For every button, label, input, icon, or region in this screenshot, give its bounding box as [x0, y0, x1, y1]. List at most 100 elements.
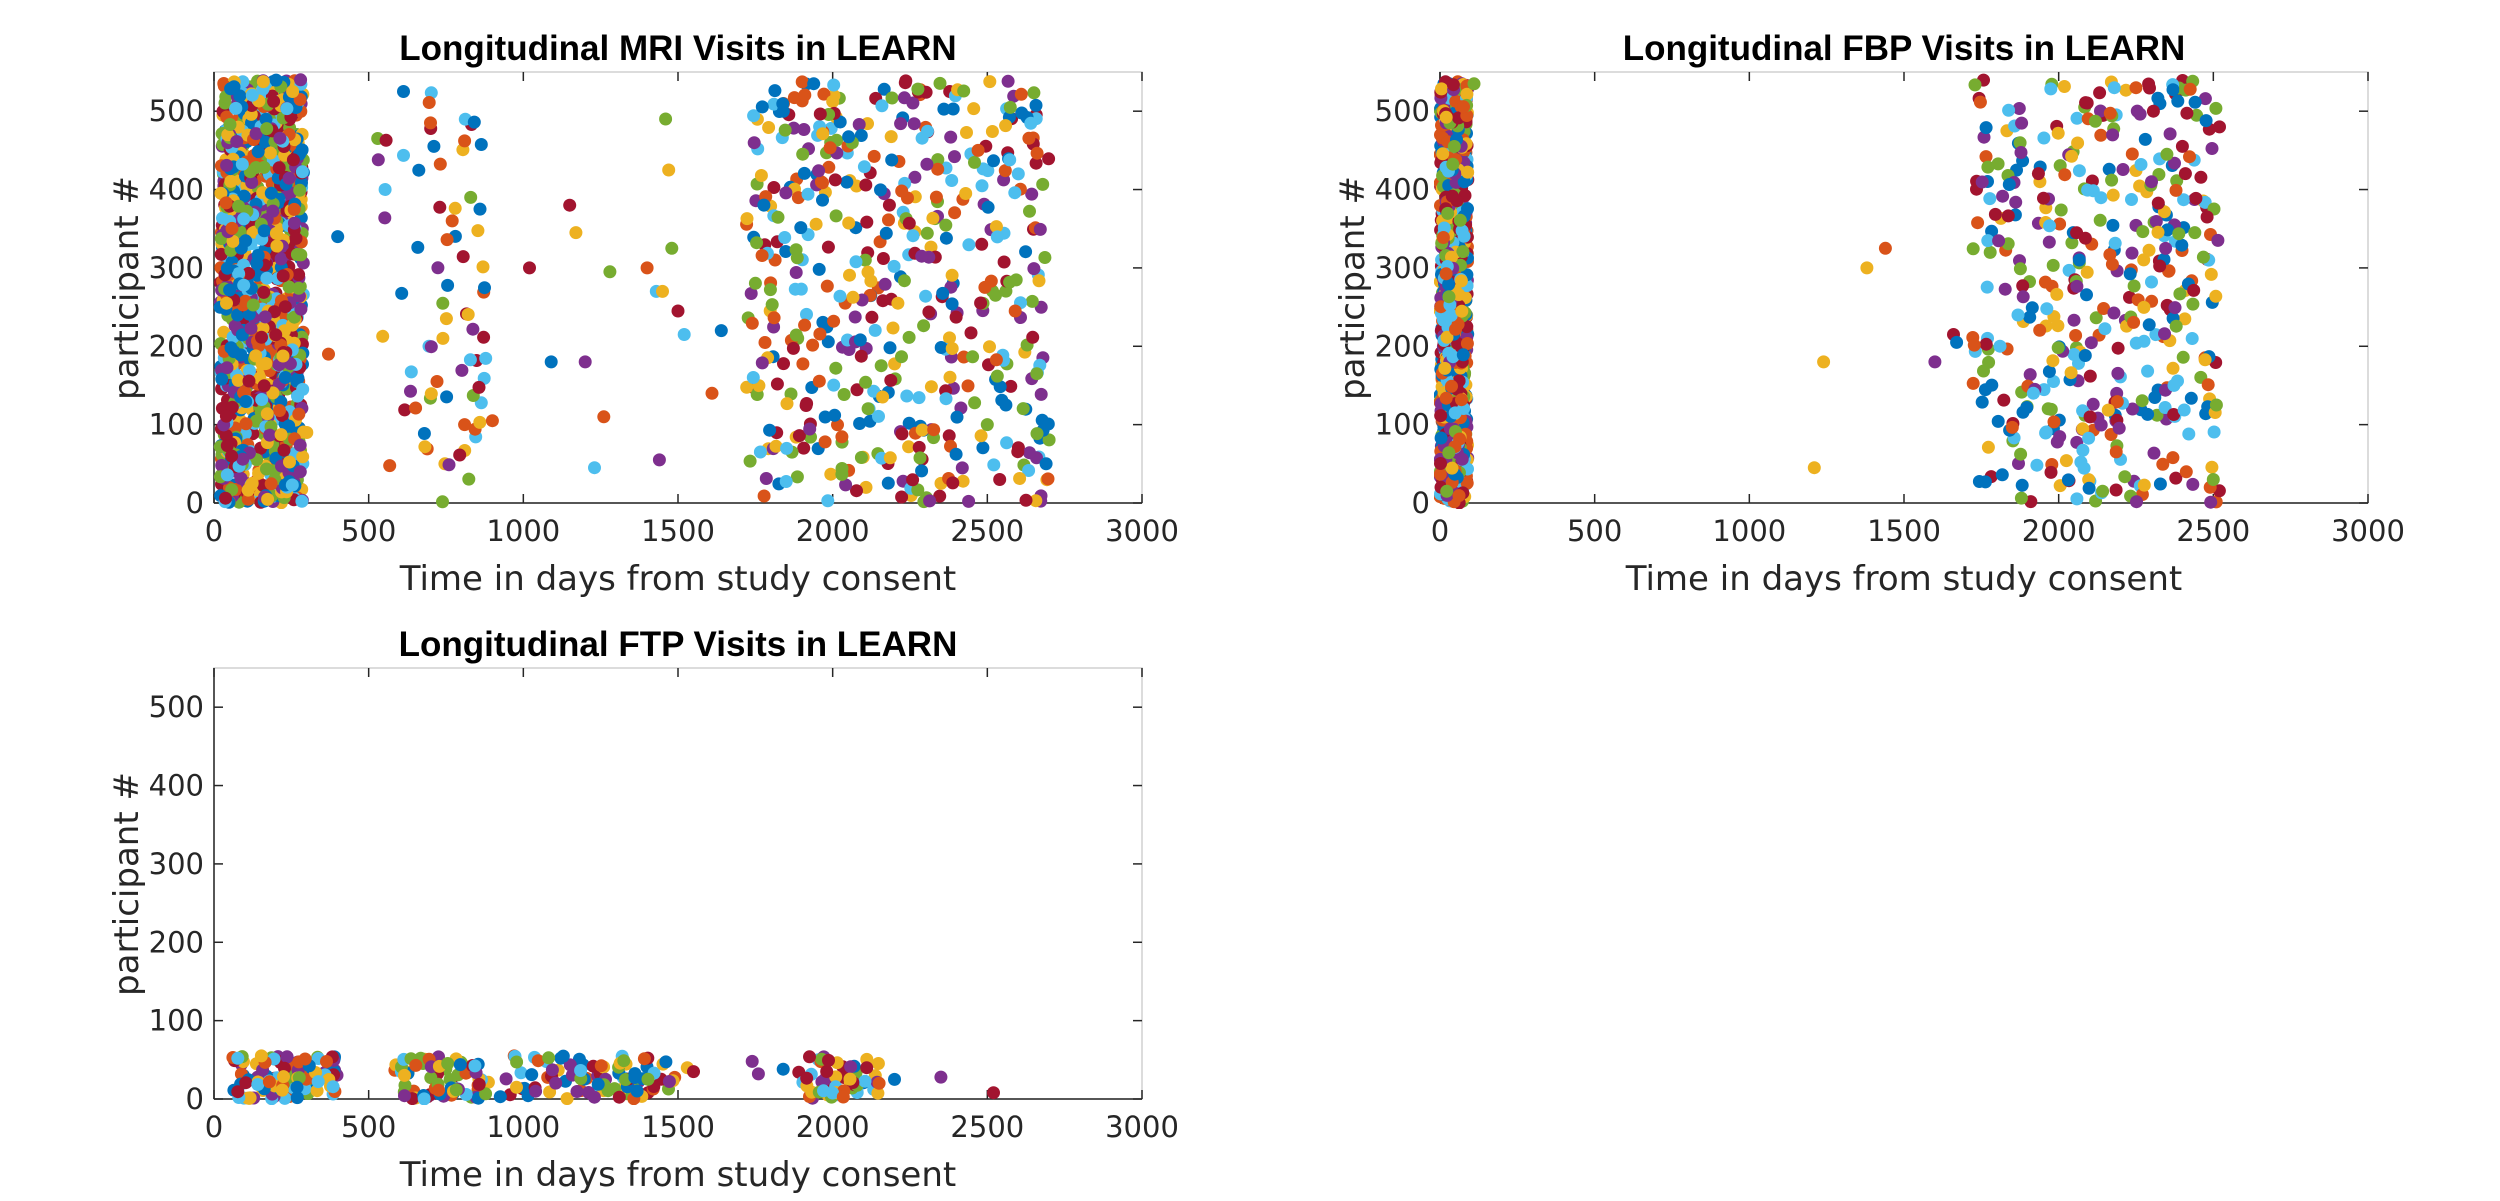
mri-data-point	[1034, 387, 1048, 401]
ftp-data-point	[254, 1049, 268, 1063]
fbp-data-point	[2094, 418, 2108, 432]
mri-data-point	[257, 224, 271, 238]
mri-data-point	[966, 350, 980, 364]
mri-data-point	[249, 349, 263, 363]
fbp-data-point	[2082, 481, 2096, 495]
mri-data-point	[796, 147, 810, 161]
fbp-data-point	[2125, 246, 2139, 260]
mri-data-point	[285, 478, 299, 492]
fbp-data-point	[2002, 103, 2016, 117]
mri-data-point	[949, 447, 963, 461]
fbp-data-point	[2058, 168, 2072, 182]
fbp-data-point	[2127, 279, 2141, 293]
mri-data-point	[479, 351, 493, 365]
mri-data-point	[291, 371, 305, 385]
fbp-data-point	[2042, 235, 2056, 249]
fbp-data-point	[2141, 364, 2155, 378]
mri-data-point	[677, 328, 691, 341]
mri-data-point	[999, 119, 1013, 133]
fbp-data-point	[2044, 402, 2058, 416]
mri-data-point	[755, 100, 769, 114]
mri-data-point	[461, 308, 475, 321]
mri-data-point	[895, 184, 909, 198]
ftp-data-point	[888, 1072, 901, 1086]
mri-data-point	[801, 187, 815, 201]
mri-data-point	[440, 233, 454, 247]
ftp-data-point	[298, 1052, 312, 1066]
mri-data-point	[843, 268, 856, 282]
mri-data-point	[907, 117, 921, 131]
mri-data-point	[257, 379, 271, 393]
mri-data-point	[949, 310, 963, 324]
mri-data-point	[266, 204, 280, 218]
fbp-y-tick-label: 0	[1412, 486, 1430, 520]
mri-data-point	[769, 439, 783, 453]
fbp-data-point	[2166, 361, 2180, 375]
fbp-data-point	[2014, 491, 2028, 505]
mri-points	[213, 73, 1056, 509]
mri-data-point	[755, 356, 769, 370]
fbp-data-point	[2001, 209, 2015, 223]
mri-data-point	[427, 139, 441, 153]
mri-y-tick-label: 400	[149, 173, 204, 207]
mri-data-point	[981, 164, 995, 178]
mri-data-point	[740, 212, 754, 226]
mri-data-point	[745, 316, 759, 330]
ftp-data-point	[468, 1059, 482, 1073]
mri-data-point	[436, 331, 450, 345]
fbp-data-point	[1991, 414, 2005, 428]
mri-data-point	[839, 478, 853, 492]
mri-data-point	[881, 476, 895, 490]
mri-data-point	[976, 441, 990, 455]
mri-data-point	[945, 297, 959, 311]
mri-data-point	[274, 428, 288, 442]
ftp-data-point	[231, 1051, 245, 1065]
mri-data-point	[263, 146, 277, 160]
fbp-data-point	[2101, 403, 2115, 417]
ftp-data-point	[987, 1086, 1000, 1100]
ftp-data-point	[290, 1080, 304, 1094]
mri-data-point	[987, 458, 1001, 472]
ftp-data-point	[514, 1066, 528, 1080]
fbp-data-point	[2088, 114, 2102, 128]
mri-data-point	[603, 265, 617, 279]
mri-y-tick-label: 0	[186, 486, 204, 520]
fbp-data-point	[2134, 158, 2148, 171]
mri-data-point	[829, 209, 843, 223]
fbp-data-point	[1434, 467, 1447, 481]
mri-data-point	[221, 128, 235, 142]
mri-data-point	[902, 216, 916, 230]
mri-data-point	[1029, 156, 1043, 170]
ftp-data-point	[556, 1049, 570, 1063]
fbp-plot-frame	[1439, 71, 2369, 504]
fbp-data-point	[2209, 398, 2223, 412]
fbp-data-point	[1966, 376, 1980, 390]
fbp-data-point	[2129, 81, 2143, 95]
mri-data-point	[463, 353, 477, 367]
mri-data-point	[219, 491, 232, 505]
mri-data-point	[813, 327, 827, 341]
fbp-data-point	[1467, 77, 1481, 91]
fbp-data-point	[2175, 139, 2189, 153]
ftp-data-point	[311, 1075, 325, 1089]
mri-data-point	[259, 357, 273, 370]
fbp-data-point	[2190, 108, 2204, 122]
fbp-data-point	[2151, 225, 2165, 239]
mri-data-point	[448, 201, 462, 215]
fbp-data-point	[2188, 95, 2202, 109]
ftp-chart-title: Longitudinal FTP Visits in LEARN	[399, 625, 958, 664]
ftp-y-tick-label: 100	[149, 1004, 204, 1038]
mri-data-point	[987, 154, 1000, 168]
mri-data-point	[1023, 204, 1036, 218]
fbp-data-point	[1452, 489, 1466, 503]
mri-data-point	[1041, 417, 1055, 431]
mri-data-point	[659, 112, 673, 126]
mri-data-point	[431, 261, 445, 275]
mri-data-point	[968, 396, 982, 410]
mri-data-point	[974, 429, 988, 443]
fbp-data-point	[2089, 311, 2103, 325]
mri-data-point	[665, 241, 679, 255]
mri-data-point	[933, 76, 947, 90]
mri-data-point	[821, 240, 835, 254]
fbp-data-point	[2080, 288, 2093, 302]
